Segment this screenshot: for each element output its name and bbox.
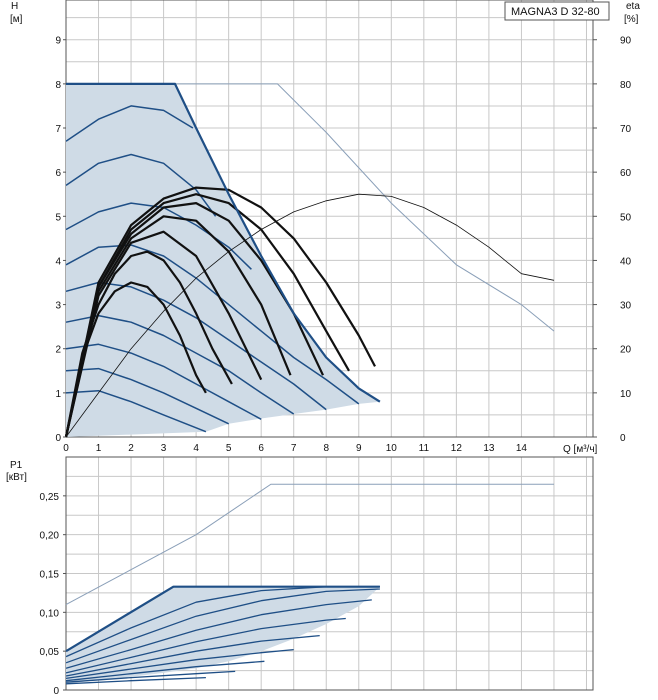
- h-curve: [65, 105, 194, 142]
- h-curve: [65, 343, 262, 420]
- p1-tick-label: 0,25: [40, 492, 60, 503]
- q-tick-label: 5: [226, 443, 232, 454]
- model-label-box: [504, 1, 610, 21]
- h-tick-label: 9: [55, 36, 61, 47]
- eta-tick-label: 20: [620, 345, 632, 356]
- eta-curve: [64, 186, 376, 438]
- h-tick-label: 8: [55, 80, 61, 91]
- eta-tick-label: 80: [620, 80, 632, 91]
- p1-operating-range: [66, 586, 380, 684]
- bottom-chart-tick-labels: 0 0,05 0,10 0,15 0,20 0,25: [40, 492, 66, 697]
- p1-tick-label: 0,15: [40, 570, 60, 581]
- q-axis-label: Q [м³/ч]: [563, 444, 598, 455]
- p1-tick-label: 0,05: [40, 647, 60, 658]
- twin-pump-p1-curve: [65, 483, 554, 606]
- q-tick-label: 9: [356, 443, 362, 454]
- twin-pump-h-curve: [66, 83, 555, 332]
- p1-curve: [65, 660, 265, 682]
- h-tick-label: 3: [55, 301, 61, 312]
- h-curve: [65, 244, 360, 405]
- h-axis-unit: [м]: [10, 14, 23, 25]
- bottom-chart-areas: [66, 586, 380, 684]
- p1-tick-label: 0,20: [40, 531, 60, 542]
- q-tick-label: 8: [323, 443, 329, 454]
- h-tick-label: 6: [55, 168, 61, 179]
- q-tick-label: 10: [386, 443, 398, 454]
- q-tick-label: 14: [516, 443, 528, 454]
- p1-curve: [65, 648, 294, 680]
- p1-curve: [65, 588, 380, 664]
- q-tick-label: 1: [96, 443, 102, 454]
- eta-tick-label: 10: [620, 389, 632, 400]
- q-tick-label: 13: [483, 443, 495, 454]
- q-tick-label: 6: [258, 443, 264, 454]
- eta-tick-label: 90: [620, 36, 632, 47]
- eta-tick-label: 40: [620, 256, 632, 267]
- p1-max-curve: [65, 585, 380, 653]
- h-curve: [65, 367, 230, 425]
- eta-twin-curve: [65, 193, 555, 438]
- h-tick-label: 2: [55, 345, 61, 356]
- h-curve: [65, 314, 295, 415]
- eta-axis-label: eta: [626, 1, 640, 12]
- q-tick-label: 7: [291, 443, 297, 454]
- p1-curve: [65, 634, 320, 677]
- p1-curve: [65, 617, 346, 674]
- eta-tick-label: 30: [620, 301, 632, 312]
- p1-curve: [65, 676, 206, 685]
- eta-curve: [64, 193, 350, 438]
- p1-tick-label: 0,10: [40, 608, 60, 619]
- q-tick-label: 3: [161, 443, 167, 454]
- eta-tick-label: 0: [620, 433, 626, 444]
- q-tick-label: 2: [128, 443, 134, 454]
- q-tick-label: 4: [193, 443, 199, 454]
- h-curve: [65, 389, 207, 433]
- top-chart-grid: [65, 0, 594, 438]
- h-tick-label: 4: [55, 256, 61, 267]
- h-tick-label: 1: [55, 389, 61, 400]
- h-max-curve: [66, 82, 381, 403]
- p1-axis-label: P1: [10, 460, 23, 471]
- model-label: MAGNA3 D 32-80: [511, 6, 600, 18]
- eta-axis-unit: [%]: [624, 14, 639, 25]
- eta-tick-label: 70: [620, 124, 632, 135]
- q-tick-label: 0: [63, 443, 69, 454]
- top-chart-areas: [66, 83, 380, 438]
- h-operating-range: [66, 83, 380, 438]
- p1-tick-label: 0: [53, 686, 59, 697]
- h-tick-label: 5: [55, 212, 61, 223]
- p1-axis-unit: [кВт]: [6, 472, 27, 483]
- p1-curve: [65, 599, 372, 669]
- bottom-chart-curves: [65, 483, 554, 685]
- p1-curve: [65, 670, 236, 683]
- h-axis-label: H: [11, 1, 18, 12]
- top-chart-curves: [64, 82, 555, 438]
- eta-tick-label: 60: [620, 168, 632, 179]
- eta-tick-label: 50: [620, 212, 632, 223]
- q-tick-label: 11: [419, 443, 430, 454]
- eta-curve: [64, 215, 292, 438]
- h-tick-label: 7: [55, 124, 61, 135]
- q-tick-label: 12: [451, 443, 463, 454]
- h-tick-label: 0: [55, 433, 61, 444]
